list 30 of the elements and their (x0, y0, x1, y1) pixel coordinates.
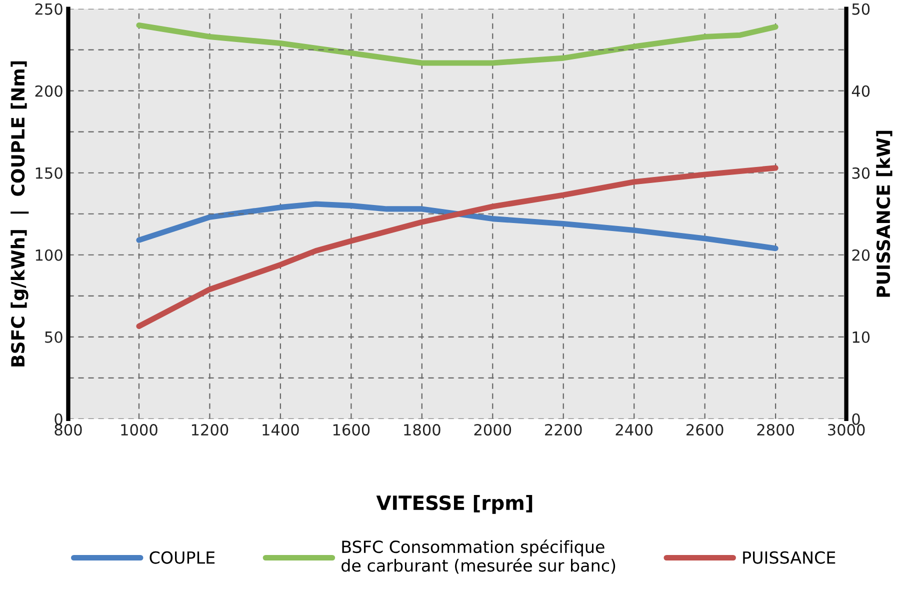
x-tick-label: 1000 (121, 424, 158, 436)
y2-tick-label: 10 (852, 331, 870, 343)
x-tick-label: 1400 (262, 424, 299, 436)
x-axis-title: VITESSE [rpm] (376, 495, 532, 514)
legend-label: COUPLE (150, 551, 215, 564)
x-tick-label: 2000 (474, 424, 512, 436)
x-tick-label: 1200 (192, 424, 228, 436)
x-tick-label: 800 (54, 424, 82, 436)
y-axis-title: BSFC [g/kWh] | COUPLE [Nm] (10, 61, 29, 366)
y-tick-label: 150 (36, 167, 62, 179)
legend-label: BSFC Consommation spécifique de carburant (mesurée sur banc) (342, 540, 616, 574)
x-tick-label: 2800 (757, 424, 794, 436)
x-tick-label: 2400 (616, 424, 653, 436)
x-tick-label: 3000 (828, 424, 865, 436)
y-tick-label: 250 (35, 3, 62, 15)
x-tick-label: 1600 (333, 424, 370, 436)
y-tick-label: 50 (45, 331, 62, 343)
y2-tick-label: 20 (852, 249, 870, 261)
y-tick-label: 0 (54, 413, 62, 425)
y2-tick-label: 50 (852, 3, 870, 15)
y2-tick-label: 0 (852, 413, 860, 425)
x-tick-label: 1800 (404, 424, 440, 436)
x-tick-label: 2200 (545, 424, 582, 436)
y2-axis-title: PUISSANCE [kW] (876, 130, 892, 297)
x-tick-label: 2600 (686, 424, 724, 436)
y2-tick-label: 30 (852, 167, 870, 179)
y-tick-label: 100 (36, 249, 62, 261)
y2-tick-label: 40 (852, 85, 870, 97)
legend-label: PUISSANCE (743, 551, 836, 564)
y-tick-label: 200 (35, 85, 62, 97)
